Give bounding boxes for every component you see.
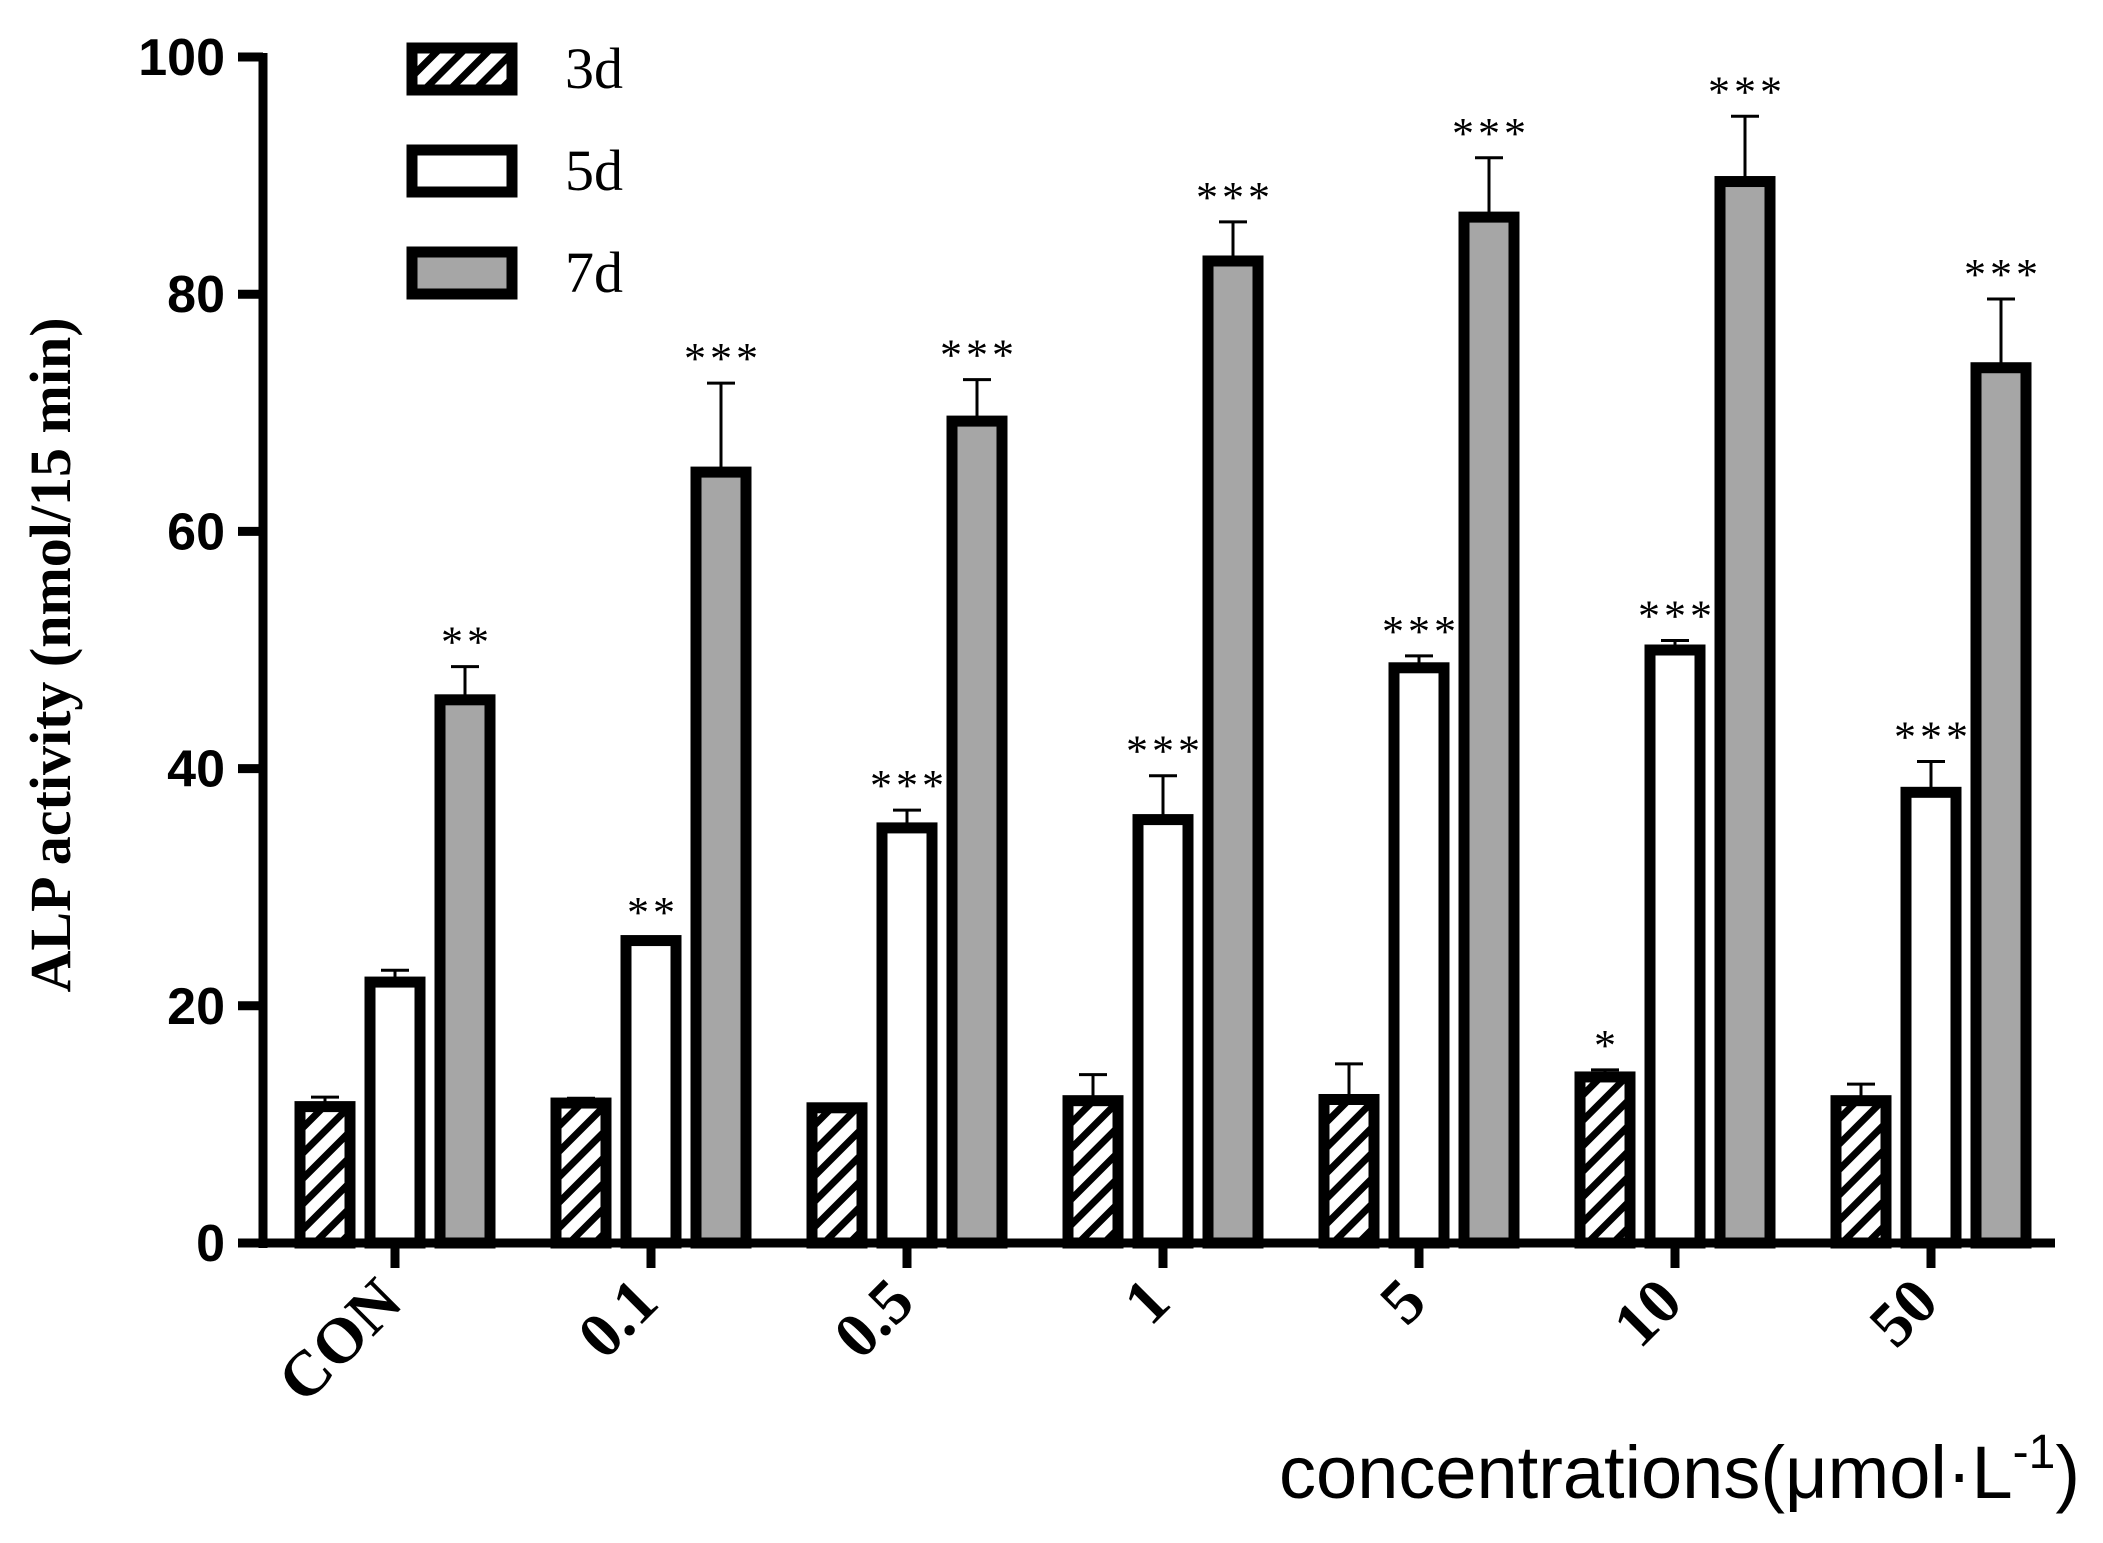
bar-3d-50: [1830, 1095, 1892, 1249]
bar-5d-10: [1644, 644, 1706, 1249]
significance-label: ***: [1964, 250, 2042, 299]
significance-label: ***: [1196, 173, 1274, 222]
bar-7d-0.5: [946, 415, 1008, 1249]
legend-label-3d: 3d: [565, 36, 623, 101]
legend-swatch-5d: [406, 144, 518, 198]
legend-swatch-7d: [406, 246, 518, 300]
significance-label: ***: [1638, 592, 1716, 641]
bar-3d-CON: [294, 1101, 356, 1249]
bar-7d-5: [1458, 211, 1520, 1249]
significance-label: ***: [1708, 67, 1786, 116]
y-tick-label: 60: [167, 503, 225, 561]
legend-swatch-3d: [406, 42, 518, 96]
y-tick-label: 80: [167, 266, 225, 324]
x-tick-label: 50: [1855, 1265, 1950, 1360]
bar-7d-50: [1970, 362, 2032, 1249]
x-tick-label: 1: [1110, 1265, 1183, 1338]
x-axis-label-close: ): [2055, 1431, 2080, 1514]
bar-3d-1: [1062, 1095, 1124, 1249]
y-tick-label: 20: [167, 978, 225, 1036]
significance-label: ***: [684, 334, 762, 383]
bar-5d-0.5: [876, 822, 938, 1249]
x-axis-label: concentrations(μmol·L-1): [1279, 1426, 2080, 1514]
y-axis-label: ALP activity (nmol/15 min): [18, 317, 83, 992]
x-tick-label: 0.5: [820, 1265, 927, 1372]
significance-label: ***: [940, 331, 1018, 380]
significance-label: **: [627, 888, 679, 937]
bar-5d-0.1: [620, 935, 682, 1249]
significance-label: ***: [1382, 607, 1460, 656]
x-tick-label: 5: [1366, 1265, 1439, 1338]
bar-7d-CON: [434, 694, 496, 1249]
bar-3d-0.5: [806, 1102, 868, 1249]
bar-5d-50: [1900, 786, 1962, 1249]
bar-7d-1: [1202, 255, 1264, 1249]
significance-label: ***: [1894, 712, 1972, 761]
significance-label: ***: [1126, 727, 1204, 776]
x-tick-label: 10: [1599, 1265, 1694, 1360]
legend-label-7d: 7d: [565, 240, 623, 305]
bar-3d-5: [1318, 1093, 1380, 1249]
bar-3d-10: [1574, 1071, 1636, 1249]
y-tick-label: 40: [167, 741, 225, 799]
legend: 3d 5d 7d: [406, 36, 623, 305]
bar-3d-0.1: [550, 1097, 612, 1249]
bar-5d-5: [1388, 662, 1450, 1249]
bar-7d-0.1: [690, 466, 752, 1249]
x-tick-label: CON: [264, 1265, 415, 1416]
bar-7d-10: [1714, 176, 1776, 1249]
significance-label: ***: [1452, 109, 1530, 158]
x-axis-label-main: concentrations(μmol·L: [1279, 1431, 2013, 1514]
significance-label: **: [441, 618, 493, 667]
significance-label: *: [1594, 1021, 1620, 1070]
x-tick-label: 0.1: [564, 1265, 671, 1372]
legend-label-5d: 5d: [565, 138, 623, 203]
bar-5d-CON: [364, 976, 426, 1249]
bars: **************************************: [294, 67, 2042, 1249]
y-tick-label: 100: [138, 29, 225, 87]
bar-5d-1: [1132, 814, 1194, 1249]
x-axis-label-superscript: -1: [2013, 1426, 2056, 1479]
y-tick-label: 0: [196, 1215, 225, 1273]
significance-label: ***: [870, 761, 948, 810]
